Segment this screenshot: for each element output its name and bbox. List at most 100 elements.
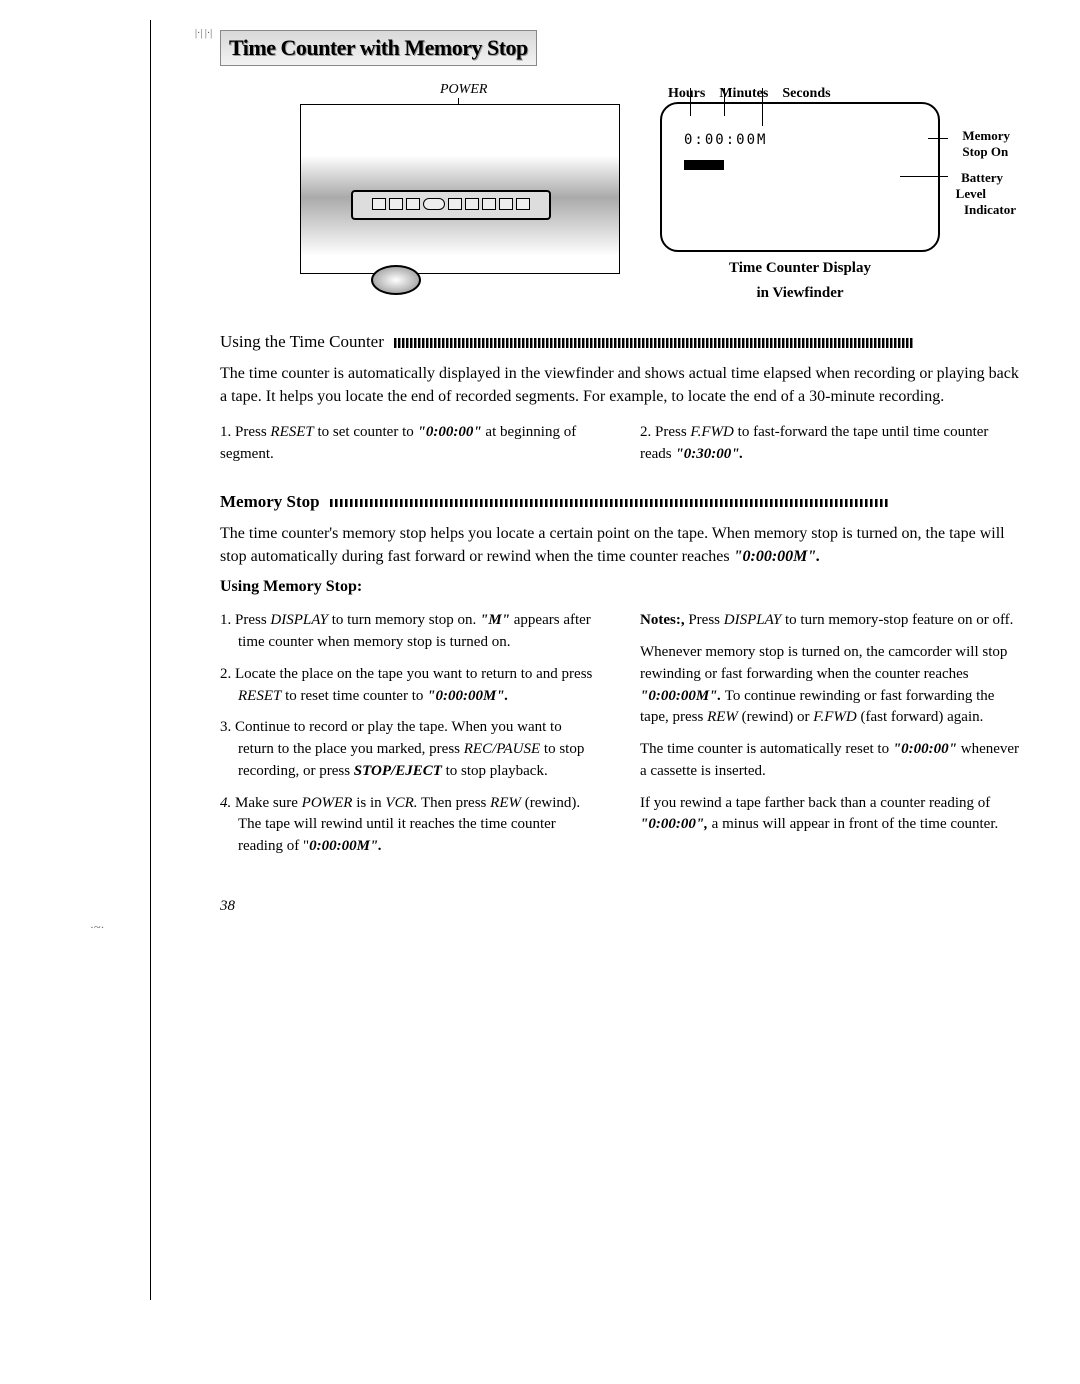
viewfinder-frame: 0:00:00M Memory Stop On Battery Level In… [660,102,940,252]
txt: RESET [270,424,313,440]
txt: Whenever memory stop is turned on, the c… [640,644,1007,682]
vf-time-reading: 0:00:00M [684,132,928,148]
page-title-banner: Time Counter with Memory Stop [220,30,537,66]
txt: VCR. [385,795,417,811]
leader-hours [690,88,691,116]
memory-step-2: 2. Locate the place on the tape you want… [220,664,600,708]
decorative-noise-bar [330,499,890,507]
using-step-2: 2. Press F.FWD to fast-forward the tape … [640,422,1020,466]
camcorder-body-box [300,104,620,274]
note-2: Whenever memory stop is turned on, the c… [640,642,1020,729]
txt: "0:00:00" [418,424,482,440]
memory-step-1: 1. Press DISPLAY to turn memory stop on.… [220,610,600,654]
using-paragraph: The time counter is automatically displa… [220,362,1020,408]
scan-artifact-stray: ·~· [90,920,104,935]
camcorder-control-strip [351,190,551,220]
leader-h [928,138,948,139]
margin-rule [150,20,151,1300]
annot-indicator: Indicator [964,202,1016,218]
heading-text: Memory Stop [220,492,320,511]
memory-notes-column: Notes:, Press DISPLAY to turn memory-sto… [640,610,1020,868]
page-number: 38 [220,898,1020,915]
diagram-row: POWER RESET DISPLAY REW F.FWD [220,86,1020,302]
cam-btn [372,198,386,210]
vf-label-minutes: Minutes [719,86,768,102]
vf-label-hours: Hours [668,86,705,102]
txt: to stop playback. [442,763,548,779]
txt: to turn memory stop on. [328,612,480,628]
txt: 1. Press [220,424,270,440]
cam-btn [423,198,445,210]
note-3: The time counter is automatically reset … [640,739,1020,783]
section-heading-using: Using the Time Counter [220,332,1020,352]
leader-minutes [724,88,725,116]
cam-btn [516,198,530,210]
txt: Make sure [231,795,301,811]
cam-btn [499,198,513,210]
vf-caption-2: in Viewfinder [660,285,940,302]
txt: "0:00:00M". [427,688,508,704]
txt: REC/PAUSE [464,741,540,757]
txt: "0:00:00", [640,816,708,832]
txt: DISPLAY [724,612,782,628]
txt: The time counter is automatically reset … [640,741,893,757]
annot-battery: Battery [961,170,1003,186]
txt: The time counter's memory stop helps you… [220,525,1005,565]
txt: "0:00:00M". [734,548,821,565]
txt: 2. Press [640,424,690,440]
using-step-1: 1. Press RESET to set counter to "0:00:0… [220,422,600,466]
txt: (rewind) or [738,709,813,725]
scan-artifact-ticks: |·| |·| [195,30,212,38]
leader-h [900,176,948,177]
txt: to reset time counter to [281,688,427,704]
heading-text: Using the Time Counter [220,332,384,351]
txt: 4. [220,795,231,811]
cam-btn [406,198,420,210]
memory-paragraph: The time counter's memory stop helps you… [220,522,1020,568]
txt: to set counter to [314,424,418,440]
memory-step-3: 3. Continue to record or play the tape. … [220,717,600,782]
viewfinder-diagram: Hours Minutes Seconds 0:00:00M Memory St… [660,86,940,302]
txt: to turn memory-stop feature on or off. [781,612,1013,628]
cam-btn [465,198,479,210]
txt: STOP/EJECT [354,763,442,779]
annot-memory-stop: Memory Stop On [962,128,1010,160]
note-4: If you rewind a tape farther back than a… [640,793,1020,837]
vf-caption-1: Time Counter Display [660,260,940,277]
note-1: Notes:, Press DISPLAY to turn memory-sto… [640,610,1020,632]
txt: "0:00:00" [893,741,957,757]
txt: 0:00:00M". [309,838,382,854]
annot-level: Level [956,186,986,202]
battery-bar-icon [684,160,724,170]
txt: is in [352,795,385,811]
camcorder-diagram: POWER RESET DISPLAY REW F.FWD [300,86,620,302]
txt: Then press [418,795,491,811]
section-heading-memory: Memory Stop [220,492,1020,512]
txt: RESET [238,688,281,704]
cam-btn [448,198,462,210]
txt: POWER [302,795,353,811]
txt: Press [685,612,724,628]
txt: REW [490,795,521,811]
txt: F.FWD [813,709,856,725]
vf-label-seconds: Seconds [782,86,830,102]
txt: REW [707,709,738,725]
txt: a minus will appear in front of the time… [708,816,998,832]
leader-seconds [762,88,763,126]
txt: If you rewind a tape farther back than a… [640,795,990,811]
txt: Notes:, [640,612,685,628]
txt: "0:00:00M". [640,688,721,704]
cam-btn [482,198,496,210]
txt: F.FWD [690,424,733,440]
txt: DISPLAY [270,612,328,628]
txt: "0:30:00". [675,446,743,462]
subheading-using-memory: Using Memory Stop: [220,578,1020,596]
txt: (fast forward) again. [857,709,984,725]
decorative-noise-bar [394,338,914,348]
label-power: POWER [440,82,487,98]
memory-steps-column: 1. Press DISPLAY to turn memory stop on.… [220,610,600,868]
camcorder-lens [371,265,421,295]
memory-step-4: 4. Make sure POWER is in VCR. Then press… [220,793,600,858]
txt: 2. Locate the place on the tape you want… [220,666,592,682]
txt: "M" [480,612,510,628]
